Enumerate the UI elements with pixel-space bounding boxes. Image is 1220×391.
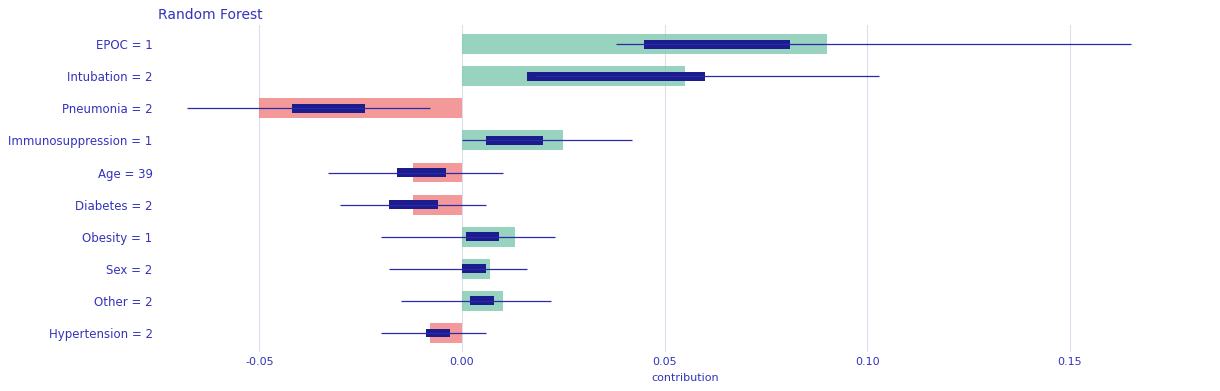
Bar (462, 227, 515, 247)
Bar (527, 72, 705, 81)
Bar (260, 99, 462, 118)
X-axis label: contribution: contribution (651, 373, 719, 383)
Bar (429, 323, 462, 343)
Bar (462, 259, 490, 279)
Bar (462, 66, 684, 86)
Bar (470, 296, 494, 305)
Bar (426, 328, 450, 337)
Bar (644, 39, 791, 48)
Bar (462, 291, 503, 311)
Bar (414, 195, 462, 215)
Bar (462, 131, 564, 151)
Bar (462, 264, 487, 273)
Bar (389, 200, 438, 209)
Bar (466, 232, 499, 241)
Bar (414, 163, 462, 183)
Bar (398, 168, 445, 177)
Bar (462, 34, 827, 54)
Bar (292, 104, 365, 113)
Bar (487, 136, 543, 145)
Text: Random Forest: Random Forest (159, 8, 262, 22)
